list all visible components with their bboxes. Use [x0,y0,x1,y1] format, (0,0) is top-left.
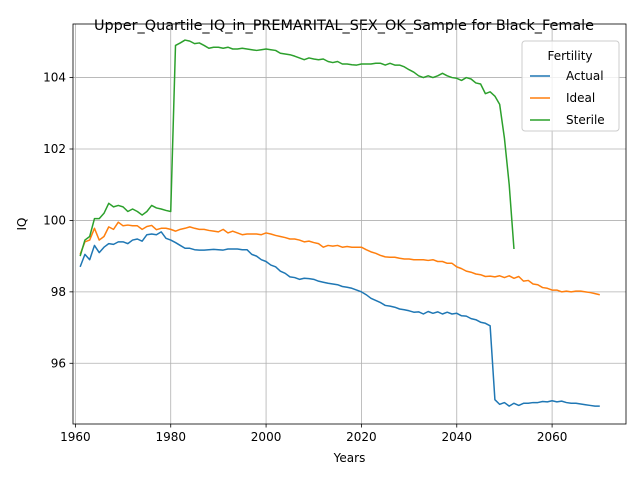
y-tick-label: 100 [43,213,66,227]
plot-frame [72,23,627,425]
legend-label-ideal: Ideal [566,91,595,105]
x-tick-label: 2020 [346,430,377,444]
series-line-actual [79,231,600,407]
legend-frame [521,40,620,132]
x-tick-label: 2000 [251,430,282,444]
legend-label-actual: Actual [566,69,604,83]
legend: Fertility Actual Ideal Sterile [521,40,620,132]
legend-label-sterile: Sterile [566,113,605,127]
chart-title: Upper_Quartile_IQ_in_PREMARITAL_SEX_OK_S… [94,18,594,34]
y-tick-label: 104 [43,71,66,85]
ticks: 1960 1980 2000 2020 2040 2060 96 98 100 102 104 [43,71,567,444]
y-tick-label: 96 [51,356,66,370]
x-axis-label: Years [333,451,366,465]
x-tick-label: 2060 [537,430,568,444]
x-tick-label: 2040 [441,430,472,444]
series-layer [79,39,600,407]
series-line-sterile [79,39,515,257]
legend-title: Fertility [547,49,592,63]
y-tick-label: 102 [43,142,66,156]
y-axis-label: IQ [15,218,29,231]
x-tick-label: 1960 [60,430,91,444]
series-line-ideal [79,221,600,296]
y-tick-label: 98 [51,285,66,299]
x-tick-label: 1980 [155,430,186,444]
